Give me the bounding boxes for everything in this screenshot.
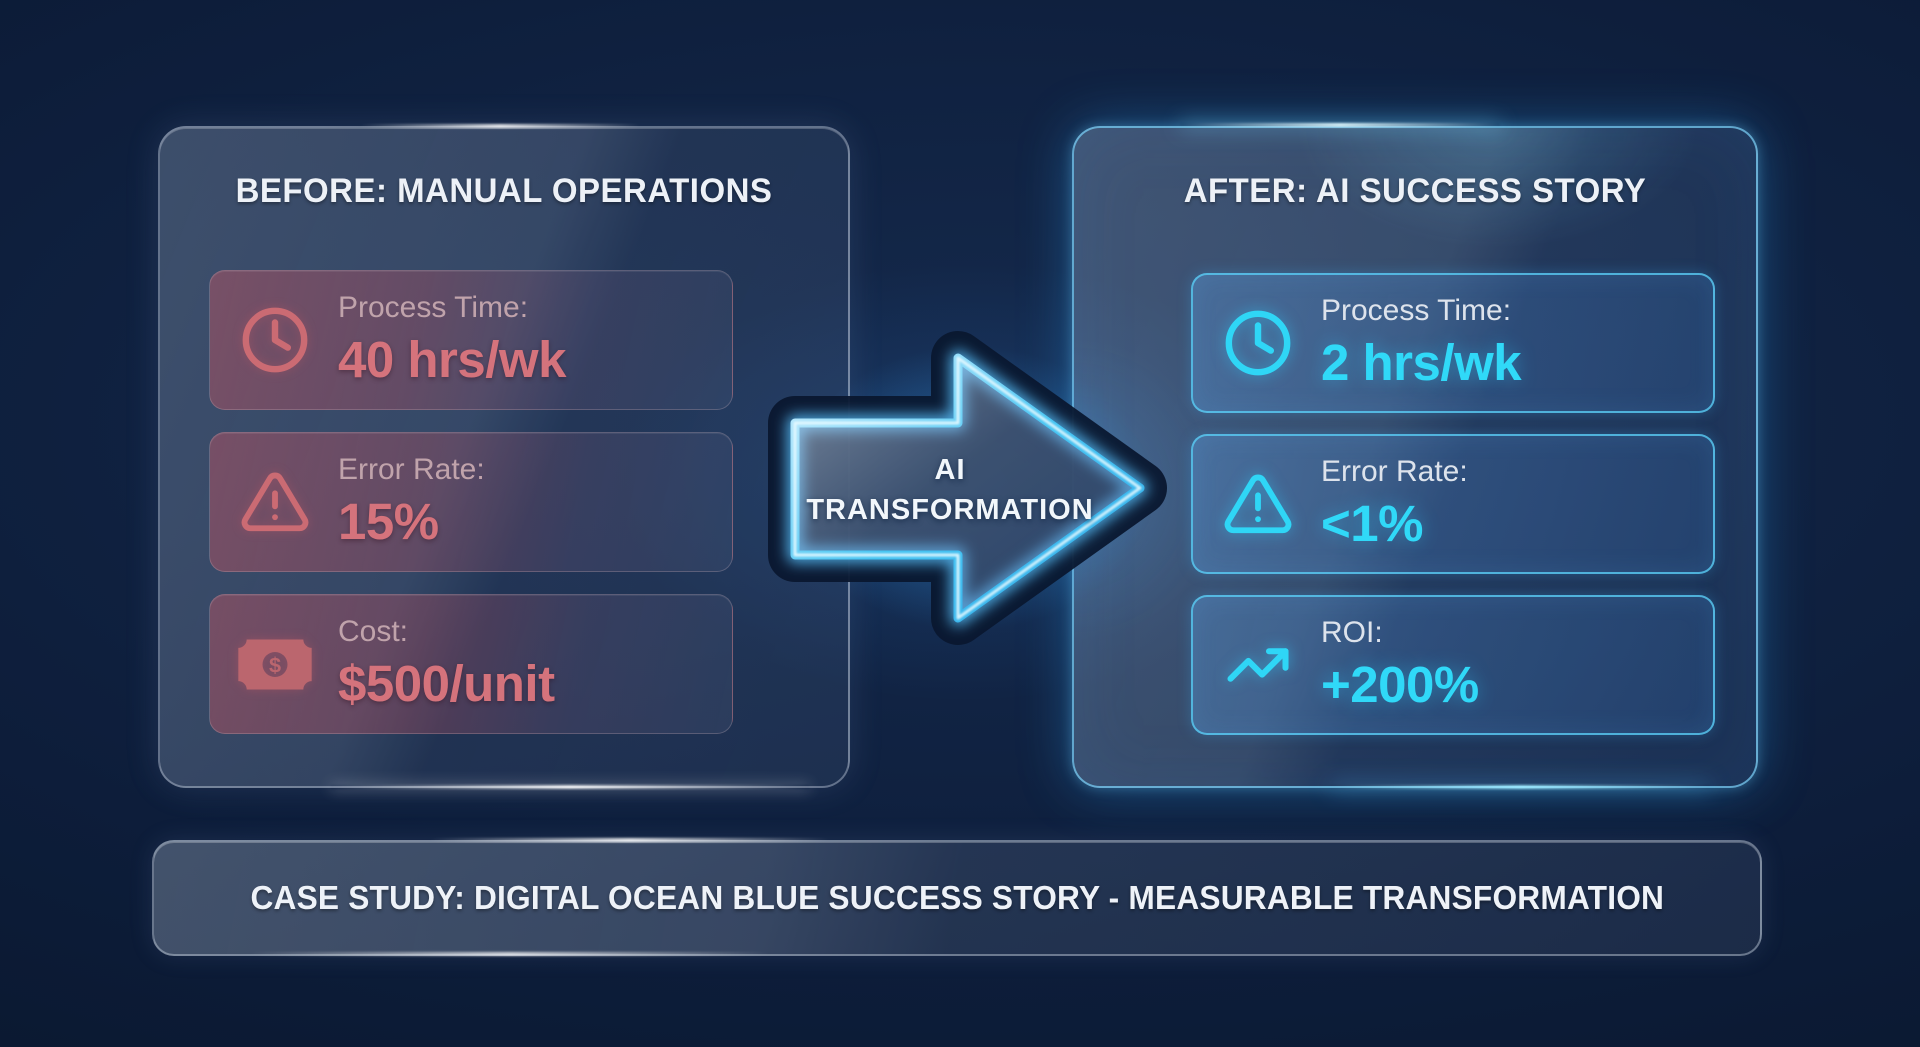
after-card-error-rate: Error Rate: <1% bbox=[1191, 434, 1715, 574]
stat-label: Error Rate: bbox=[338, 453, 485, 486]
stat-label: ROI: bbox=[1321, 616, 1383, 649]
stat-value: +200% bbox=[1321, 656, 1479, 713]
after-card-list: Process Time: 2 hrs/wk Error Rate: <1% bbox=[1191, 273, 1715, 735]
before-card-list: Process Time: 40 hrs/wk Error Rate: 15% bbox=[209, 270, 733, 734]
arrow-label: AI TRANSFORMATION bbox=[720, 450, 1180, 530]
transformation-arrow bbox=[768, 331, 1167, 645]
stat-label: Process Time: bbox=[338, 291, 529, 324]
footer-text: CASE STUDY: DIGITAL OCEAN BLUE SUCCESS S… bbox=[250, 879, 1664, 916]
warning-triangle-icon bbox=[234, 467, 316, 537]
trending-up-icon bbox=[1217, 632, 1299, 698]
banknote-icon: $ bbox=[234, 636, 316, 693]
stat-value: 2 hrs/wk bbox=[1321, 334, 1522, 391]
stat-value: $500/unit bbox=[338, 655, 555, 712]
stat-label: Cost: bbox=[338, 615, 409, 648]
after-card-roi: ROI: +200% bbox=[1191, 595, 1715, 735]
svg-text:$: $ bbox=[269, 652, 281, 677]
clock-icon bbox=[1217, 308, 1299, 378]
stat-value: <1% bbox=[1321, 495, 1423, 552]
before-panel: BEFORE: MANUAL OPERATIONS Process Time: … bbox=[158, 126, 850, 788]
before-panel-title: BEFORE: MANUAL OPERATIONS bbox=[235, 172, 773, 210]
stat-label: Error Rate: bbox=[1321, 455, 1468, 488]
stat-value: 15% bbox=[338, 493, 439, 550]
stat-value: 40 hrs/wk bbox=[338, 331, 566, 388]
before-card-process-time: Process Time: 40 hrs/wk bbox=[209, 270, 733, 410]
after-panel: AFTER: AI SUCCESS STORY Process Time: 2 … bbox=[1072, 126, 1758, 788]
after-panel-title: AFTER: AI SUCCESS STORY bbox=[1183, 172, 1647, 210]
arrow-label-line2: TRANSFORMATION bbox=[806, 494, 1094, 526]
arrow-label-line1: AI bbox=[934, 454, 966, 486]
stat-label: Process Time: bbox=[1321, 294, 1512, 327]
before-card-error-rate: Error Rate: 15% bbox=[209, 432, 733, 572]
clock-icon bbox=[234, 305, 316, 375]
footer-bar: CASE STUDY: DIGITAL OCEAN BLUE SUCCESS S… bbox=[152, 840, 1762, 956]
after-card-process-time: Process Time: 2 hrs/wk bbox=[1191, 273, 1715, 413]
before-card-cost: $ Cost: $500/unit bbox=[209, 594, 733, 734]
warning-triangle-icon bbox=[1217, 469, 1299, 539]
